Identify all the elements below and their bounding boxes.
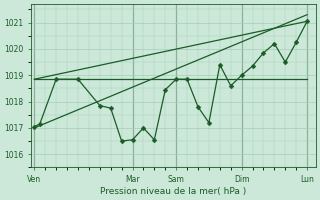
X-axis label: Pression niveau de la mer( hPa ): Pression niveau de la mer( hPa ): [100, 187, 247, 196]
